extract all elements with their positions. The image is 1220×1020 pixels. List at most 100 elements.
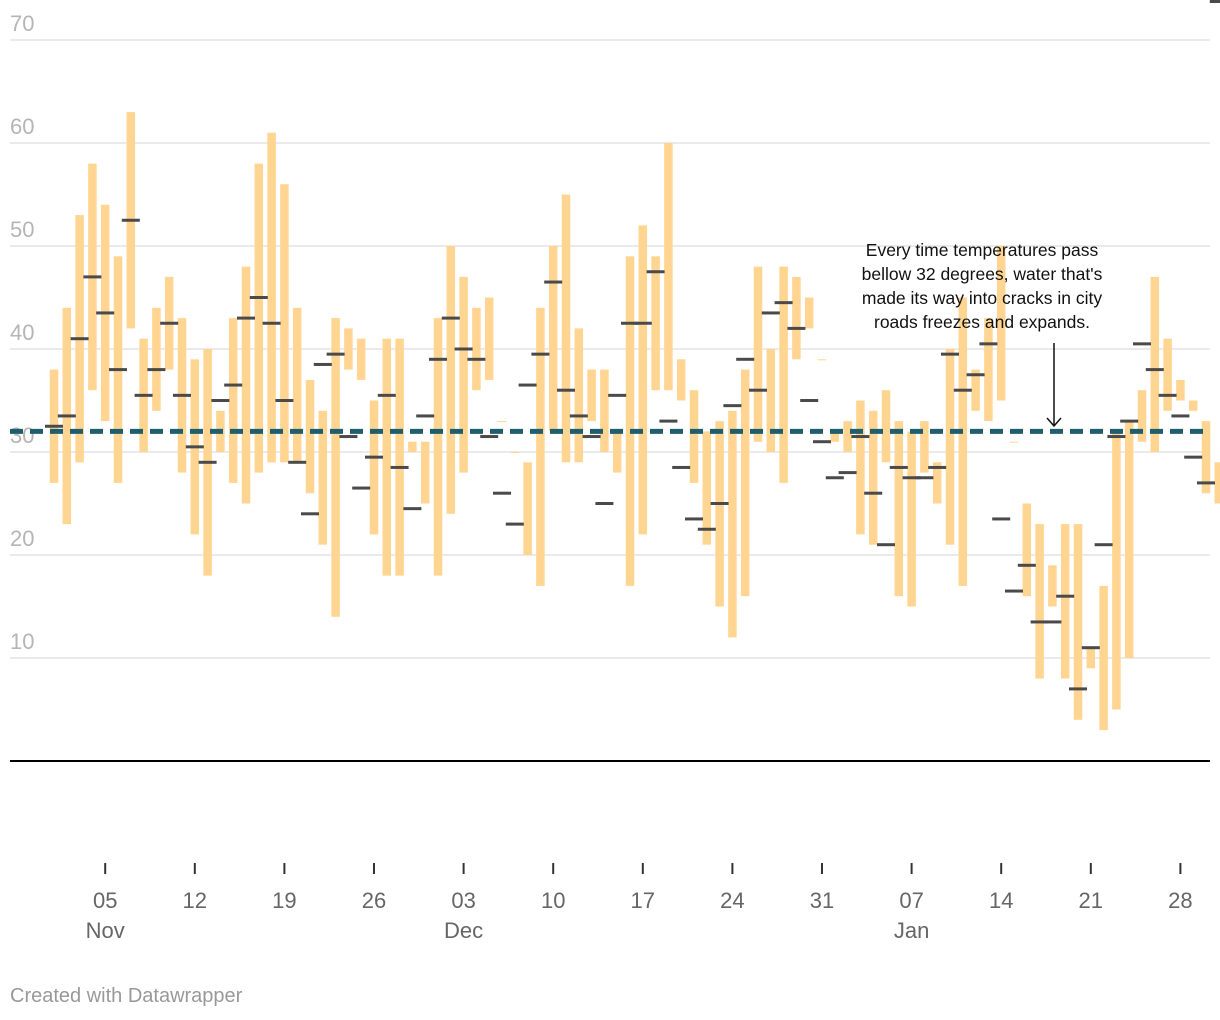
mean-marker [659, 419, 678, 423]
mean-marker [915, 476, 934, 480]
mean-marker [749, 388, 767, 392]
mean-marker [1056, 594, 1075, 598]
mean-marker [1158, 393, 1177, 397]
x-month-label: Dec [444, 918, 483, 943]
mean-marker [185, 445, 204, 449]
range-bar [331, 318, 340, 617]
mean-marker [736, 357, 755, 361]
mean-marker [109, 368, 127, 372]
range-bar [1112, 431, 1121, 710]
mean-marker [723, 404, 742, 408]
annotation-line: made its way into cracks in city [862, 288, 1102, 308]
range-bar [625, 256, 635, 586]
mean-marker [352, 486, 371, 490]
range-bar [484, 297, 494, 380]
range-bar [472, 307, 481, 391]
mean-marker [672, 465, 691, 469]
mean-marker [941, 352, 959, 356]
mean-marker [96, 311, 115, 315]
mean-marker [1094, 543, 1113, 547]
y-tick-label: 10 [10, 629, 34, 654]
mean-marker [1043, 620, 1062, 624]
range-bar [843, 421, 852, 452]
range-bar [817, 359, 827, 361]
mean-marker [454, 347, 473, 351]
range-bar [561, 194, 571, 463]
range-bar [638, 225, 648, 535]
mean-marker [339, 435, 358, 439]
range-bar [881, 390, 891, 463]
range-bar [446, 246, 456, 514]
mean-marker [1184, 455, 1203, 459]
y-tick-label: 70 [10, 11, 34, 36]
range-bar [1060, 524, 1070, 679]
range-bar [740, 369, 750, 597]
range-bar [664, 143, 673, 391]
range-bar [984, 318, 993, 422]
range-bar [152, 307, 161, 411]
mean-marker [83, 275, 102, 279]
range-bar [1009, 441, 1019, 443]
y-tick-label: 40 [10, 320, 34, 345]
mean-marker [505, 522, 524, 526]
range-bar [382, 338, 392, 576]
range-bar [523, 462, 532, 555]
mean-marker [761, 311, 780, 315]
mean-marker [1171, 414, 1190, 418]
x-month-label: Nov [86, 918, 125, 943]
y-tick-label: 60 [10, 114, 34, 139]
x-tick-label: 14 [989, 888, 1013, 913]
mean-marker [1005, 589, 1023, 593]
mean-marker [365, 455, 383, 459]
mean-marker [249, 296, 268, 299]
range-bar [536, 307, 545, 586]
mean-marker [1081, 646, 1100, 650]
range-bar [689, 390, 699, 483]
mean-marker [902, 476, 921, 480]
range-bar [1048, 565, 1057, 607]
range-bar [1163, 338, 1172, 411]
mean-marker [262, 321, 281, 325]
range-bar [702, 431, 712, 545]
mean-marker [480, 435, 499, 439]
range-bar [497, 421, 507, 423]
range-bar [254, 163, 264, 473]
range-bar [587, 369, 596, 422]
x-tick-label: 12 [183, 888, 207, 913]
range-bar [369, 400, 379, 535]
range-bar [779, 266, 788, 483]
range-bar [971, 369, 980, 411]
mean-markers [45, 0, 1220, 691]
mean-marker [313, 362, 332, 366]
mean-marker [416, 414, 435, 418]
range-bar [408, 441, 417, 452]
mean-marker [710, 502, 729, 505]
range-bar [433, 318, 443, 576]
mean-marker [557, 388, 575, 392]
mean-marker [1030, 620, 1049, 624]
mean-marker [518, 383, 537, 387]
range-bar [958, 297, 968, 586]
mean-marker [390, 465, 409, 469]
mean-marker [147, 368, 166, 372]
range-bar [728, 410, 737, 638]
range-bar [766, 349, 776, 452]
mean-marker [569, 414, 588, 418]
range-bar [868, 410, 878, 545]
x-tick-label: 10 [541, 888, 565, 913]
annotation: Every time temperatures pass bellow 32 de… [862, 240, 1103, 428]
x-tick-label: 31 [810, 888, 834, 913]
mean-marker [134, 393, 153, 397]
mean-marker [800, 399, 819, 402]
x-tick-label: 26 [362, 888, 386, 913]
range-bar [830, 431, 840, 442]
mean-marker [813, 440, 831, 444]
mean-marker [1133, 342, 1151, 346]
mean-marker [544, 280, 563, 284]
range-bar [305, 379, 315, 494]
mean-marker [429, 357, 447, 361]
x-tick-label: 17 [631, 888, 655, 913]
mean-marker [774, 301, 793, 305]
range-bar [894, 421, 904, 597]
annotation-line: Every time temperatures pass [866, 240, 1099, 260]
